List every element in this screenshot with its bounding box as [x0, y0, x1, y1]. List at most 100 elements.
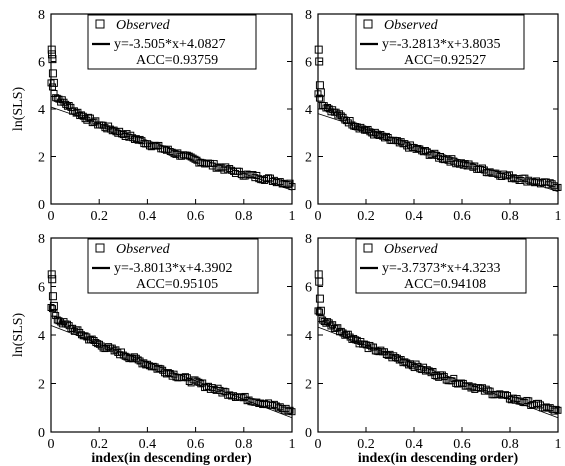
panel-3-ytick-label: 6 [38, 281, 45, 296]
panel-2-xtick-label: 0.2 [357, 209, 375, 224]
panel-3-observed-head-point [47, 270, 56, 279]
panel-3-observed-head-point [48, 292, 57, 301]
panel-3-xtick-label: 0 [48, 437, 55, 452]
panel-2-xtick-label: 0.6 [453, 209, 471, 224]
panel-3-fit-line [50, 325, 293, 419]
panel-1-observed-point [99, 121, 107, 129]
panel-4-observed-point [350, 334, 358, 342]
panel-3-ytick-label: 8 [38, 232, 45, 247]
panel-4-fit-line [317, 326, 559, 419]
panel-4-observed-point [390, 352, 398, 360]
panel-2-observed-point [364, 125, 372, 133]
panel-1-observed-head-point [47, 45, 56, 54]
panel-2-fit-line [317, 113, 559, 192]
panel-3-observed-point [77, 331, 85, 339]
panel-3-xtick-label: 1 [289, 437, 296, 452]
panel-3-observed-point [94, 340, 102, 348]
panel-3-xtick-label: 0.6 [187, 437, 205, 452]
panel-4-observed-point [552, 405, 560, 413]
panel-1-xtick-label: 1 [289, 209, 296, 224]
panel-2-observed-point [420, 148, 428, 156]
panel-4-legend-observed: Observed [384, 242, 439, 257]
panel-3-legend-observed: Observed [116, 242, 171, 257]
panel-2-ytick-label: 8 [305, 8, 312, 23]
panel-1-legend-fit: y=-3.505*x+4.0827 [114, 37, 225, 52]
panel-4-xtick-label: 0.2 [357, 437, 375, 452]
panel-2-xtick-label: 0.8 [501, 209, 519, 224]
panel-4-legend-box [355, 238, 527, 294]
panel-4-legend-marker [363, 243, 373, 253]
panel-4-observed-point [450, 374, 458, 382]
panel-4-observed-point [554, 406, 562, 414]
panel-4-observed-point [475, 384, 483, 392]
panel-1-legend-observed: Observed [116, 18, 171, 33]
panel-2-legend-marker [363, 19, 373, 29]
panel-3-ytick-label: 2 [38, 378, 45, 393]
panel-2-observed-point [368, 129, 376, 137]
panel-4-observed-point [550, 407, 558, 415]
panel-4-observed-head-point [315, 294, 324, 303]
panel-4-observed-head-point [316, 306, 325, 315]
panel-1-observed-head-point [48, 55, 57, 64]
panel-4-observed-point [412, 360, 420, 368]
panel-1-observed-point [48, 83, 56, 91]
panel-3-legend-marker [95, 243, 105, 253]
panel-1-ylabel: ln(SLS) [11, 86, 26, 131]
panel-4-ytick-label: 2 [305, 378, 312, 393]
panel-1-observed-head-point [49, 78, 58, 87]
panel-2-observed-point [315, 94, 323, 102]
panel-2-observed-point [337, 112, 345, 120]
panel-3-ytick-label: 0 [38, 426, 45, 441]
panel-3-observed-point [284, 407, 292, 415]
panel-4-xtick-label: 0.8 [501, 437, 519, 452]
panel-4-observed-point [341, 331, 349, 339]
panel-1-ytick-label: 8 [38, 8, 45, 23]
panel-4-observed-head-point [315, 277, 324, 286]
panel-3-observed-point [181, 373, 189, 381]
panel-4-xtick-label: 1 [555, 437, 562, 452]
panel-2-observed-point [348, 121, 356, 129]
panel-2-legend-observed: Observed [384, 18, 439, 33]
panel-1-observed-point [123, 130, 131, 138]
panel-1-legend-box [87, 14, 257, 70]
panel-1-observed-point [288, 183, 296, 191]
panel-4-xtick-label: 0 [315, 437, 322, 452]
panel-3-observed-head-point [49, 301, 58, 310]
panel-2-observed-point [421, 147, 429, 155]
panel-4-legend-fit: y=-3.7373*x+4.3233 [382, 261, 500, 276]
panel-3-legend-acc: ACC=0.95105 [136, 277, 218, 292]
panel-1-ytick-label: 2 [38, 151, 45, 166]
panel-1-xtick-label: 0 [48, 209, 55, 224]
panel-4-observed-point [535, 399, 543, 407]
panel-4-observed-point [525, 397, 533, 405]
panel-3-xtick-label: 0.2 [90, 437, 108, 452]
panel-3-observed-point [50, 309, 58, 317]
panel-1-xtick-label: 0.2 [90, 209, 108, 224]
panel-1-observed-point [92, 117, 100, 125]
panel-1-observed-point [189, 154, 197, 162]
panel-1-xtick-label: 0.8 [235, 209, 253, 224]
panel-2-ytick-label: 6 [305, 56, 312, 71]
panel-1-observed-point [284, 181, 292, 189]
panel-4-observed-head-point [314, 270, 323, 279]
panel-2-observed-head-point [316, 88, 325, 97]
panel-2-observed-point [448, 155, 456, 163]
panel-3-ylabel: ln(SLS) [11, 312, 26, 357]
panel-3-observed-point [48, 305, 56, 313]
panel-2-observed-point [548, 180, 556, 188]
panel-1-observed-point [101, 124, 109, 132]
panel-2-ytick-label: 0 [305, 198, 312, 213]
panel-4-observed-point [425, 367, 433, 375]
panel-1-observed-head-point [48, 69, 57, 78]
panel-3-xlabel: index(in descending order) [91, 451, 252, 466]
panel-2-observed-point [346, 117, 354, 125]
panel-4-legend-acc: ACC=0.94108 [404, 277, 486, 292]
panel-1-observed-point [81, 115, 89, 123]
panel-4-xtick-label: 0.6 [453, 437, 471, 452]
panel-3-observed-point [288, 408, 296, 416]
panel-1-xtick-label: 0.6 [187, 209, 205, 224]
panel-4-observed-point [362, 341, 370, 349]
panel-1-xtick-label: 0.4 [139, 209, 157, 224]
panel-1-fit-line [50, 106, 293, 191]
